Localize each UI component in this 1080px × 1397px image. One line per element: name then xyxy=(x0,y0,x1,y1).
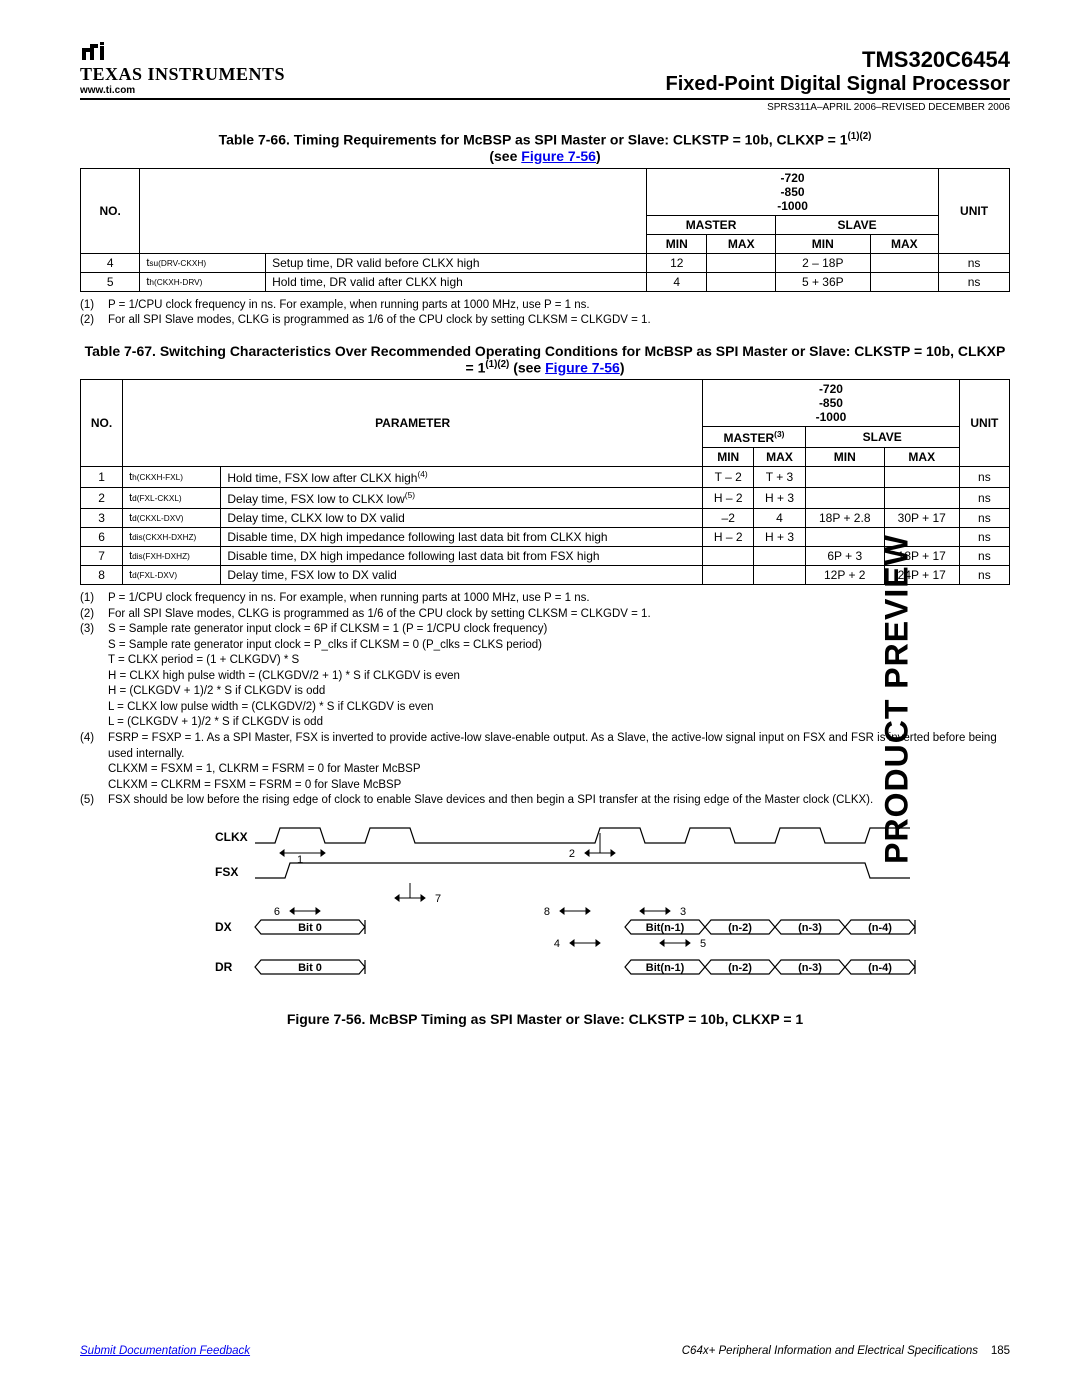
svg-text:FSX: FSX xyxy=(215,865,238,879)
ti-name: TEXAS INSTRUMENTS xyxy=(80,64,285,85)
product-preview-label: PRODUCT PREVIEW xyxy=(879,534,916,864)
page-footer: Submit Documentation Feedback C64x+ Peri… xyxy=(80,1345,1010,1357)
svg-text:8: 8 xyxy=(544,906,550,918)
svg-text:3: 3 xyxy=(680,906,686,918)
table67-title: Table 7-67. Switching Characteristics Ov… xyxy=(80,343,1010,376)
table-row: 8 td(FXL-DXV) Delay time, FSX low to DX … xyxy=(81,566,1010,585)
svg-text:DR: DR xyxy=(215,960,233,974)
svg-text:Bit(n-1): Bit(n-1) xyxy=(646,922,685,934)
svg-text:7: 7 xyxy=(435,893,441,905)
ti-logo: TEXAS INSTRUMENTS www.ti.com xyxy=(80,40,285,96)
ti-url[interactable]: www.ti.com xyxy=(80,85,135,96)
speed-grades: -720 -850 -1000 xyxy=(647,168,939,215)
table66-footnotes: (1)P = 1/CPU clock frequency in ns. For … xyxy=(80,298,1010,329)
svg-text:1: 1 xyxy=(297,854,303,866)
table-row: 5 th(CKXH-DRV) Hold time, DR valid after… xyxy=(81,272,1010,291)
svg-text:(n-4): (n-4) xyxy=(868,962,892,974)
svg-text:5: 5 xyxy=(700,938,706,950)
part-number: TMS320C6454 xyxy=(665,47,1010,73)
svg-text:Bit 0: Bit 0 xyxy=(298,922,322,934)
table-row: 1 th(CKXH-FXL) Hold time, FSX low after … xyxy=(81,467,1010,488)
timing-diagram: CLKX FSX 1 2 7 6 8 3 xyxy=(165,823,925,1003)
part-description: Fixed-Point Digital Signal Processor xyxy=(665,73,1010,96)
table-row: 2 td(FXL-CKXL) Delay time, FSX low to CL… xyxy=(81,488,1010,509)
ti-logo-icon xyxy=(80,40,108,64)
svg-text:4: 4 xyxy=(554,938,560,950)
table67: NO. PARAMETER -720 -850 -1000 UNIT MASTE… xyxy=(80,379,1010,585)
svg-text:Bit 0: Bit 0 xyxy=(298,962,322,974)
table-row: 4 tsu(DRV-CKXH) Setup time, DR valid bef… xyxy=(81,253,1010,272)
svg-text:DX: DX xyxy=(215,920,232,934)
figure-caption: Figure 7-56. McBSP Timing as SPI Master … xyxy=(80,1011,1010,1027)
page-header: TEXAS INSTRUMENTS www.ti.com TMS320C6454… xyxy=(80,40,1010,100)
table66: NO. -720 -850 -1000 UNIT MASTER SLAVE MI… xyxy=(80,168,1010,292)
svg-text:(n-4): (n-4) xyxy=(868,922,892,934)
svg-text:(n-3): (n-3) xyxy=(798,962,822,974)
feedback-link[interactable]: Submit Documentation Feedback xyxy=(80,1345,250,1357)
svg-text:(n-2): (n-2) xyxy=(728,962,752,974)
figure-link[interactable]: Figure 7-56 xyxy=(545,359,620,375)
table-row: 6 tdis(CKXH-DXHZ) Disable time, DX high … xyxy=(81,528,1010,547)
svg-text:6: 6 xyxy=(274,906,280,918)
title-block: TMS320C6454 Fixed-Point Digital Signal P… xyxy=(665,47,1010,96)
svg-text:2: 2 xyxy=(569,848,575,860)
table66-title: Table 7-66. Timing Requirements for McBS… xyxy=(80,131,1010,164)
table-row: 3 td(CKXL-DXV) Delay time, CLKX low to D… xyxy=(81,509,1010,528)
doc-revision: SPRS311A–APRIL 2006–REVISED DECEMBER 200… xyxy=(80,102,1010,113)
svg-text:(n-2): (n-2) xyxy=(728,922,752,934)
svg-text:Bit(n-1): Bit(n-1) xyxy=(646,962,685,974)
table67-footnotes: (1)P = 1/CPU clock frequency in ns. For … xyxy=(80,591,1010,808)
svg-text:CLKX: CLKX xyxy=(215,830,248,844)
col-no: NO. xyxy=(81,168,140,253)
table-row: 7 tdis(FXH-DXHZ) Disable time, DX high i… xyxy=(81,547,1010,566)
svg-text:(n-3): (n-3) xyxy=(798,922,822,934)
figure-link[interactable]: Figure 7-56 xyxy=(521,148,596,164)
col-unit: UNIT xyxy=(939,168,1010,253)
